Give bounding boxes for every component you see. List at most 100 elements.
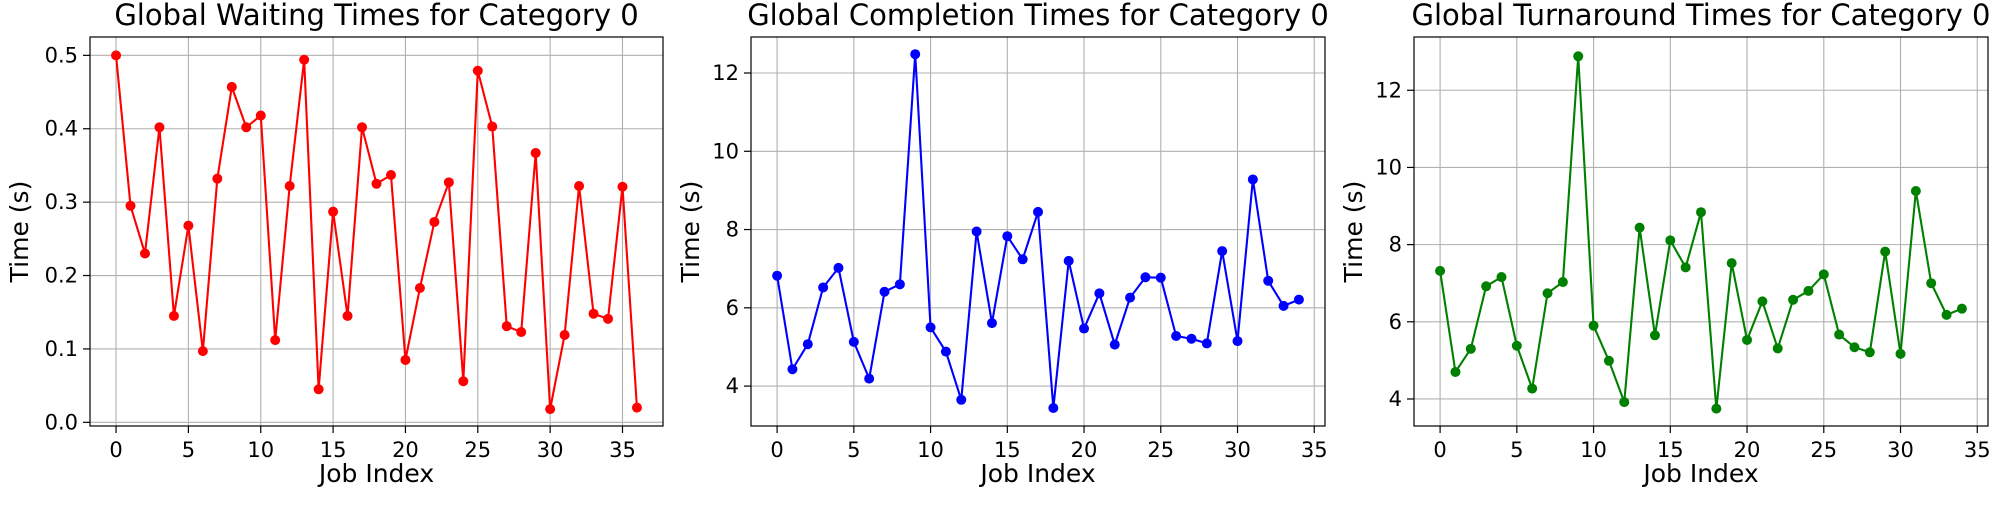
data-point xyxy=(879,286,890,297)
data-point xyxy=(574,180,585,191)
data-point xyxy=(139,248,150,259)
data-point xyxy=(588,308,599,319)
data-point xyxy=(385,169,396,180)
x-tick-label: 35 xyxy=(609,438,636,462)
y-tick-label: 0.5 xyxy=(45,43,78,67)
chart-title: Global Turnaround Times for Category 0 xyxy=(1412,0,1991,32)
chart-waiting: 0 5 10 15 20 25 30 35 0.0 0.1 0.2 0.3 0.4 0.5 Global W… xyxy=(5,0,664,488)
data-point xyxy=(516,327,527,338)
data-point xyxy=(183,220,194,231)
data-point xyxy=(168,310,179,321)
data-point xyxy=(501,321,512,332)
data-point xyxy=(1926,278,1937,289)
data-point xyxy=(772,270,783,281)
x-tick-label: 0 xyxy=(109,438,122,462)
y-tick-label: 6 xyxy=(1389,310,1402,334)
data-point xyxy=(603,313,614,324)
data-point xyxy=(617,181,628,192)
data-point xyxy=(1511,340,1522,351)
data-point xyxy=(1109,339,1120,350)
data-point xyxy=(299,54,310,65)
data-point xyxy=(1527,383,1538,394)
data-point xyxy=(1880,246,1891,257)
data-point xyxy=(1726,258,1737,269)
data-point xyxy=(1201,338,1212,349)
data-point xyxy=(443,177,454,188)
data-point xyxy=(802,339,813,350)
data-point xyxy=(1941,309,1952,320)
data-point xyxy=(1649,330,1660,341)
data-point xyxy=(226,81,237,92)
y-tick-label: 0.3 xyxy=(45,190,78,214)
x-tick-label: 10 xyxy=(917,438,944,462)
data-point xyxy=(414,283,425,294)
data-point xyxy=(1711,403,1722,414)
x-tick-label: 15 xyxy=(994,438,1021,462)
data-point xyxy=(1849,342,1860,353)
data-point xyxy=(925,322,936,333)
data-point xyxy=(971,226,982,237)
data-point xyxy=(940,346,951,357)
data-point xyxy=(328,206,339,217)
x-tick-label: 35 xyxy=(1301,438,1328,462)
y-axis-label: Time (s) xyxy=(676,181,705,284)
axes-frame xyxy=(1413,36,1989,427)
chart-title: Global Completion Times for Category 0 xyxy=(747,0,1329,32)
series-line xyxy=(1439,55,1963,410)
data-point xyxy=(400,354,411,365)
data-point xyxy=(1125,292,1136,303)
data-point xyxy=(1665,235,1676,246)
y-tick-label: 0.2 xyxy=(45,264,78,288)
data-point xyxy=(429,216,440,227)
axes-frame xyxy=(89,36,664,427)
data-point xyxy=(864,373,875,384)
data-point xyxy=(1002,231,1013,242)
data-point xyxy=(833,262,844,273)
data-point xyxy=(1140,272,1151,283)
data-point xyxy=(1048,402,1059,413)
data-point xyxy=(212,173,223,184)
data-point xyxy=(1588,320,1599,331)
chart-turnaround: 0 5 10 15 20 25 30 35 4 6 8 10 12 Global Turnaround T… xyxy=(1339,0,1991,488)
data-point xyxy=(1017,254,1028,265)
data-point xyxy=(1557,277,1568,288)
x-tick-label: 25 xyxy=(464,438,491,462)
data-point xyxy=(111,50,122,61)
x-tick-label: 25 xyxy=(1147,438,1174,462)
data-point xyxy=(1155,272,1166,283)
x-tick-label: 15 xyxy=(1657,438,1684,462)
data-point xyxy=(1063,255,1074,266)
y-tick-label: 0.4 xyxy=(45,117,78,141)
data-point xyxy=(458,376,469,387)
data-point xyxy=(357,122,368,133)
x-axis-label: Job Index xyxy=(1641,459,1758,488)
axes-frame xyxy=(750,36,1326,427)
x-tick-label: 10 xyxy=(1580,438,1607,462)
data-point xyxy=(241,122,252,133)
data-point xyxy=(1803,285,1814,296)
data-point xyxy=(956,394,967,405)
y-tick-label: 12 xyxy=(1375,78,1402,102)
data-point xyxy=(1603,355,1614,366)
x-tick-label: 10 xyxy=(247,438,274,462)
data-point xyxy=(255,110,266,121)
x-axis-label: Job Index xyxy=(978,459,1095,488)
y-tick-label: 8 xyxy=(726,218,739,242)
data-point xyxy=(313,384,324,395)
data-point xyxy=(910,49,921,60)
chart-title: Global Waiting Times for Category 0 xyxy=(114,0,638,32)
x-tick-label: 25 xyxy=(1810,438,1837,462)
data-point xyxy=(1680,262,1691,273)
series-line xyxy=(115,55,639,411)
data-point xyxy=(1818,269,1829,280)
y-axis-label: Time (s) xyxy=(5,181,34,284)
data-point xyxy=(1079,323,1090,334)
data-point xyxy=(1033,206,1043,217)
data-point xyxy=(197,346,208,357)
data-point xyxy=(1217,246,1228,257)
data-point xyxy=(1186,333,1197,344)
data-point xyxy=(487,121,498,132)
data-point xyxy=(1496,272,1507,283)
y-tick-label: 0.0 xyxy=(45,410,78,434)
data-point xyxy=(1910,185,1921,196)
